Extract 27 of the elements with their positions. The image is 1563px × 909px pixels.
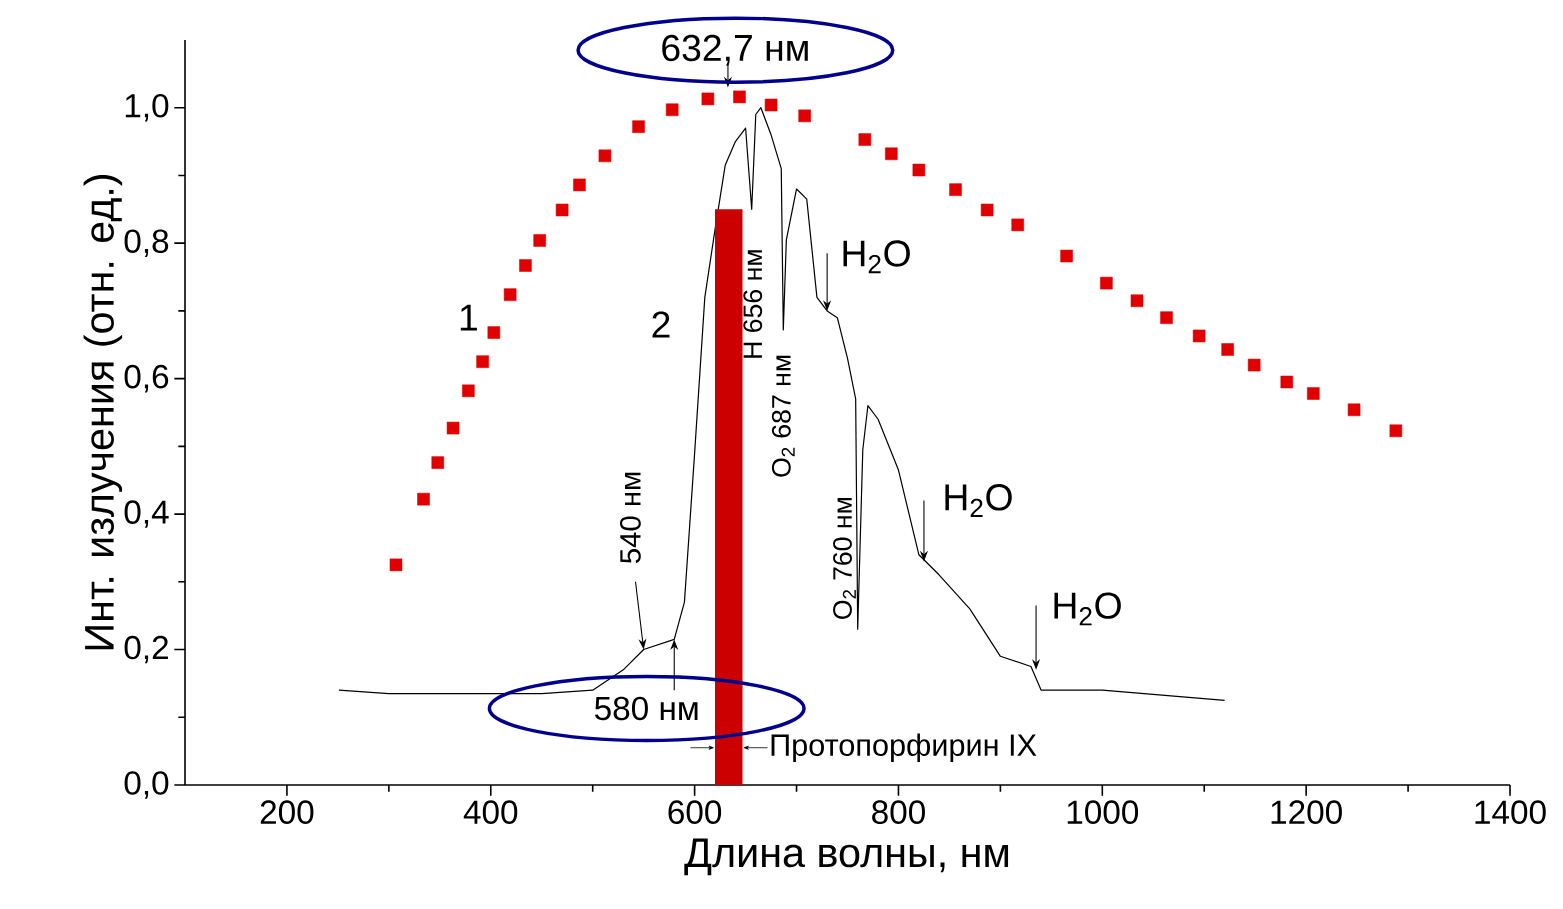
- annotation: O$_{2}$ 687 нм: [771, 355, 795, 477]
- y-tick-label: 0,6: [124, 364, 169, 393]
- x-tick-label: 1200: [1271, 800, 1342, 824]
- y-tick-label: 0,4: [124, 500, 169, 528]
- x-tick-label: 1000: [1067, 800, 1139, 824]
- annotation: 540 нм: [620, 472, 641, 564]
- x-tick-label: 600: [668, 800, 722, 824]
- x-axis-title: Длина волны, нм: [684, 838, 1009, 876]
- y-tick-label: 0,2: [124, 635, 168, 664]
- x-tick-label: 800: [872, 800, 925, 824]
- annotation: 580 нм: [594, 696, 698, 721]
- x-tick-label: 400: [463, 800, 518, 824]
- series-label: 2: [652, 311, 670, 338]
- annotation: Протопорфирин IX: [771, 733, 1037, 763]
- annotation: H$_{2}$O: [1054, 592, 1121, 626]
- x-tick-label: 1400: [1475, 800, 1546, 824]
- annotation: H 656 нм: [743, 250, 763, 358]
- y-axis-title: Инт. излучения (отн. ед.): [83, 174, 123, 650]
- annotation: H$_{2}$O: [843, 240, 910, 274]
- x-tick-label: 200: [260, 800, 314, 824]
- annotation: H$_{2}$O: [945, 484, 1012, 517]
- annotation: O$_{2}$ 760 нм: [833, 497, 856, 619]
- y-tick-label: 0,8: [124, 229, 169, 257]
- y-tick-label: 0,0: [124, 771, 169, 799]
- y-tick-label: 1,0: [125, 93, 169, 122]
- series-label: 1: [460, 304, 477, 331]
- annotation: 632,7 нм: [662, 34, 808, 66]
